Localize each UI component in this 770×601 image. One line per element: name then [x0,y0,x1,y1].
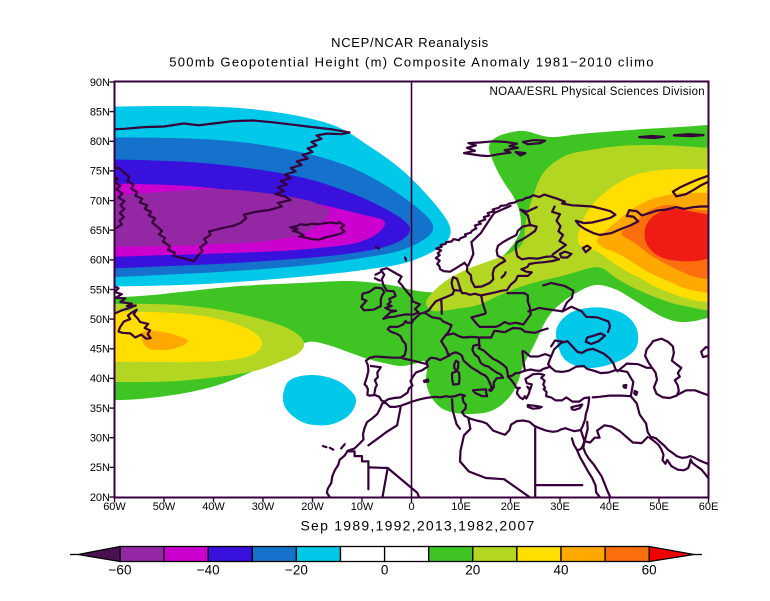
svg-text:65N: 65N [90,225,110,237]
svg-text:50W: 50W [153,501,176,513]
svg-text:25N: 25N [90,462,110,474]
svg-text:−20: −20 [285,563,308,578]
svg-text:60E: 60E [699,501,719,513]
svg-text:40E: 40E [600,501,620,513]
svg-text:10E: 10E [451,501,471,513]
svg-text:20W: 20W [301,501,324,513]
svg-text:70N: 70N [90,195,110,207]
svg-text:60N: 60N [90,255,110,267]
svg-text:40N: 40N [90,373,110,385]
svg-text:NCEP/NCAR Reanalysis: NCEP/NCAR Reanalysis [331,35,489,50]
svg-text:0: 0 [381,563,389,578]
svg-text:Sep 1989,1992,2013,1982,2007: Sep 1989,1992,2013,1982,2007 [300,518,535,534]
svg-text:500mb Geopotential Height (m): 500mb Geopotential Height (m) Composite … [169,55,654,70]
svg-text:NOAA/ESRL Physical Sciences Di: NOAA/ESRL Physical Sciences Division [489,86,705,98]
svg-text:90N: 90N [90,77,110,89]
svg-text:30W: 30W [252,501,275,513]
svg-text:60W: 60W [103,501,126,513]
svg-text:40: 40 [553,563,568,578]
svg-text:20N: 20N [90,492,110,504]
svg-text:55N: 55N [90,284,110,296]
svg-text:50E: 50E [649,501,669,513]
svg-text:20: 20 [465,563,480,578]
svg-text:40W: 40W [202,501,225,513]
svg-text:10W: 10W [351,501,374,513]
svg-text:0: 0 [408,501,414,513]
svg-text:75N: 75N [90,166,110,178]
svg-text:30N: 30N [90,433,110,445]
svg-text:−40: −40 [197,563,220,578]
svg-text:85N: 85N [90,106,110,118]
svg-text:50N: 50N [90,314,110,326]
svg-text:−60: −60 [109,563,132,578]
svg-text:30E: 30E [550,501,570,513]
svg-text:20E: 20E [501,501,521,513]
svg-text:45N: 45N [90,344,110,356]
svg-text:35N: 35N [90,403,110,415]
svg-text:60: 60 [642,563,657,578]
svg-text:80N: 80N [90,136,110,148]
